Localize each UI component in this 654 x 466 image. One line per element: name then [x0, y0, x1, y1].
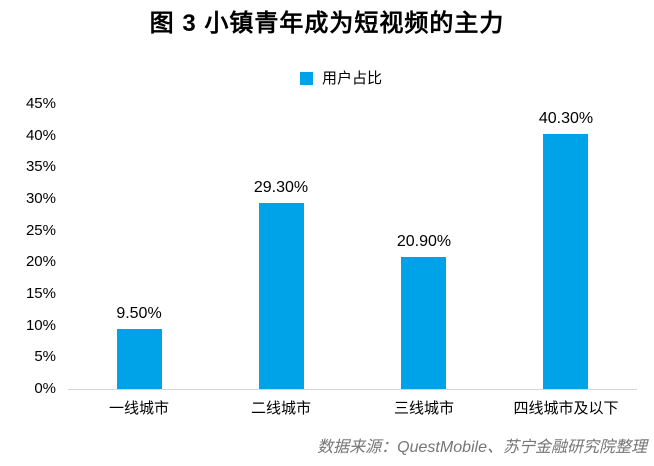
y-axis-tick-label: 40% [25, 126, 56, 144]
legend-marker-swatch [299, 72, 313, 85]
x-axis-category-label: 二线城市 [250, 400, 311, 417]
bar-value-label: 20.90% [396, 233, 452, 250]
bar-value-label: 9.50% [116, 305, 162, 322]
y-axis-tick-label: 0% [34, 380, 56, 397]
y-axis-tick-label: 10% [25, 316, 56, 334]
x-axis-category-label: 一线城市 [108, 400, 169, 417]
y-axis-tick-label: 45% [25, 95, 56, 112]
legend: 用户占比 [14, 71, 654, 86]
x-axis-category-label: 四线城市及以下 [513, 400, 619, 417]
data-source-note: 数据来源：QuestMobile、苏宁金融研究院整理 [317, 439, 647, 456]
bar [401, 257, 446, 389]
y-axis-tick-label: 35% [25, 158, 56, 176]
chart-title: 图 3 小镇青年成为短视频的主力 [149, 10, 505, 37]
bar [543, 134, 588, 389]
x-axis-category-label: 三线城市 [393, 400, 454, 417]
bar [259, 203, 304, 389]
x-axis-line [68, 389, 637, 390]
y-axis-tick-label: 30% [25, 190, 56, 207]
legend-label: 用户占比 [321, 70, 382, 87]
bar [117, 329, 162, 389]
bar-value-label: 29.30% [253, 179, 309, 196]
y-axis-tick-label: 5% [34, 348, 56, 366]
y-axis-tick-label: 15% [25, 285, 56, 302]
y-axis-tick-label: 25% [25, 221, 56, 239]
y-axis-tick-label: 20% [25, 253, 56, 271]
bar-value-label: 40.30% [538, 110, 594, 127]
